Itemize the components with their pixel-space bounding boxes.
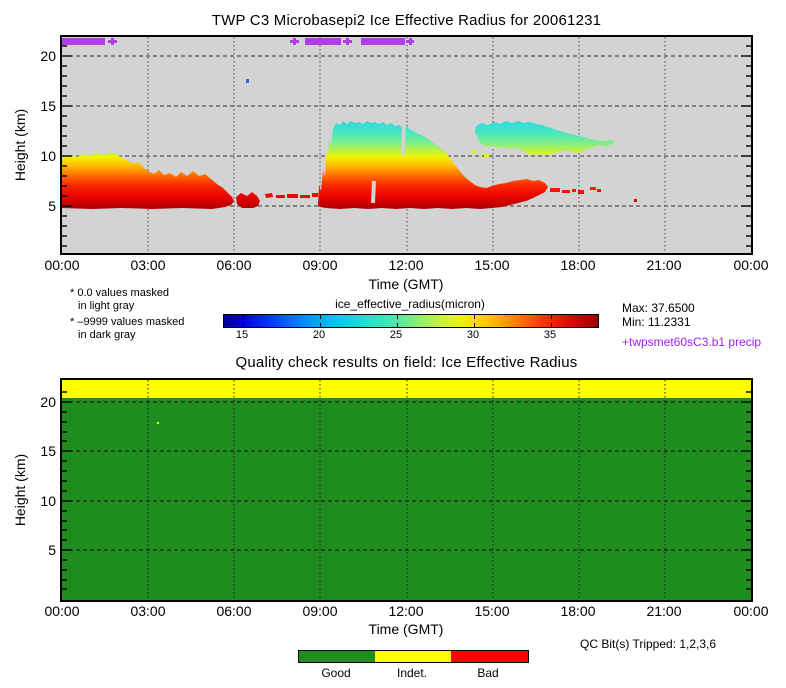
panel2-xtick-4: 12:00 <box>388 603 424 619</box>
colorbar-num-35: 35 <box>543 329 557 341</box>
cloud-patch-1 <box>236 192 260 208</box>
colorbar-label: ice_effective_radius(micron) <box>335 297 485 311</box>
panel1-xtick-3: 09:00 <box>302 257 338 273</box>
panel1-title: TWP C3 Microbasepi2 Ice Effective Radius… <box>211 12 602 29</box>
colorbar-tick <box>474 315 475 319</box>
qc-legend-bad-label: Bad <box>477 666 499 680</box>
panel1-ytick-20: 20 <box>40 48 56 64</box>
cirrus-speck-2 <box>484 154 489 157</box>
axis-ticks <box>62 391 751 590</box>
colorbar-num-15: 15 <box>235 329 249 341</box>
colorbar-num-20: 20 <box>312 329 326 341</box>
colorbar-tick <box>551 315 552 319</box>
vertical-gridlines <box>147 380 666 600</box>
mask-note-3: * –9999 values masked <box>70 316 185 328</box>
panel2-xtick-8: 00:00 <box>733 603 769 619</box>
cirrus-tip <box>604 140 614 145</box>
qc-plot <box>60 378 753 602</box>
qc-legend-good-swatch <box>299 651 375 662</box>
max-value-label: Max: 37.6500 <box>622 301 695 315</box>
precip-markers <box>62 38 414 45</box>
qc-legend-indet-swatch <box>375 651 451 662</box>
colorbar-tick <box>243 323 244 327</box>
qc-legend-indet-label: Indet. <box>396 666 428 680</box>
min-value-label: Min: 11.2331 <box>622 315 691 329</box>
panel2-xtick-0: 00:00 <box>44 603 80 619</box>
panel1-xtick-4: 12:00 <box>388 257 424 273</box>
panel1-xtick-8: 00:00 <box>733 257 769 273</box>
qc-legend-good-label: Good <box>321 666 351 680</box>
colorbar-num-30: 30 <box>466 329 480 341</box>
blue-dot <box>246 79 249 83</box>
mask-note-4: in dark gray <box>78 329 136 341</box>
panel2-ytick-20: 20 <box>40 394 56 410</box>
panel1-xtick-5: 15:00 <box>474 257 510 273</box>
cirrus-speck-1 <box>472 150 476 154</box>
cloud-morning-low <box>62 153 234 209</box>
colorbar <box>223 314 599 328</box>
panel2-title: Quality check results on field: Ice Effe… <box>235 354 578 371</box>
panel1-xtick-7: 21:00 <box>646 257 682 273</box>
panel1-ytick-10: 10 <box>40 148 56 164</box>
colorbar-tick <box>474 323 475 327</box>
panel2-ytick-5: 5 <box>48 542 56 558</box>
cloud-patch-2 <box>265 193 273 198</box>
qc-plot-canvas <box>62 380 751 600</box>
panel1-xtick-6: 18:00 <box>560 257 596 273</box>
panel2-xtick-2: 06:00 <box>216 603 252 619</box>
panel1-xtick-2: 06:00 <box>216 257 252 273</box>
qc-legend-bar <box>298 650 529 663</box>
cloud-gap-sliver-1 <box>401 125 406 155</box>
panel2-ylabel: Height (km) <box>12 453 28 527</box>
precip-source-label: +twpsmet60sC3.b1 precip <box>622 335 762 349</box>
cloud-field <box>62 79 637 209</box>
cloud-gap-sliver-2 <box>371 181 376 203</box>
mask-note-2: in light gray <box>78 300 135 312</box>
horizontal-gridlines <box>62 401 751 551</box>
red-dashes-late <box>550 187 637 202</box>
axis-ticks <box>62 45 751 247</box>
qc-legend-bad-swatch <box>451 651 528 662</box>
cloud-dashes-early <box>276 193 318 198</box>
colorbar-num-25: 25 <box>389 329 403 341</box>
panel2-xtick-1: 03:00 <box>130 603 166 619</box>
panel2-xtick-5: 15:00 <box>474 603 510 619</box>
ice-radius-plot-canvas <box>62 37 751 253</box>
panel2-ytick-10: 10 <box>40 493 56 509</box>
colorbar-tick <box>243 315 244 319</box>
panel2-xtick-7: 21:00 <box>646 603 682 619</box>
panel1-xtick-0: 00:00 <box>44 257 80 273</box>
colorbar-tick <box>397 323 398 327</box>
colorbar-tick <box>397 315 398 319</box>
mask-note-1: * 0.0 values masked <box>70 287 170 299</box>
ice-radius-plot <box>60 35 753 255</box>
panel2-xlabel: Time (GMT) <box>368 621 444 637</box>
panel2-xtick-6: 18:00 <box>560 603 596 619</box>
panel1-ytick-15: 15 <box>40 98 56 114</box>
panel2-xtick-3: 09:00 <box>302 603 338 619</box>
qc-indet-speck <box>157 422 159 424</box>
panel1-xlabel: Time (GMT) <box>368 276 444 292</box>
cirrus-band <box>475 121 610 155</box>
colorbar-tick <box>551 323 552 327</box>
qc-bits-tripped-label: QC Bit(s) Tripped: 1,2,3,6 <box>580 637 717 651</box>
panel1-ylabel: Height (km) <box>12 108 28 182</box>
panel1-ytick-5: 5 <box>48 198 56 214</box>
panel2-ytick-15: 15 <box>40 443 56 459</box>
panel1-xtick-1: 03:00 <box>130 257 166 273</box>
colorbar-tick <box>320 315 321 319</box>
colorbar-tick <box>320 323 321 327</box>
